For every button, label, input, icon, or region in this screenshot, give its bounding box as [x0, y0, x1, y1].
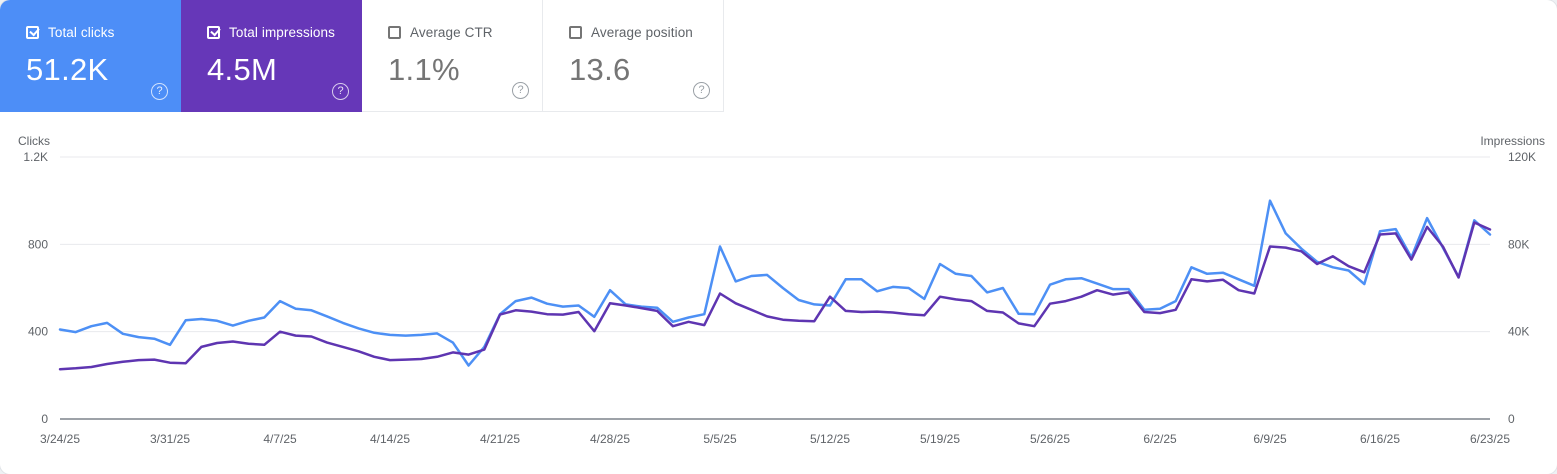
total-impressions-value: 4.5M	[207, 52, 278, 87]
card-total-clicks[interactable]: Total clicks 51.2K ?	[0, 0, 181, 112]
x-axis-date-label: 5/12/25	[810, 432, 850, 446]
right-axis-title: Impressions	[1480, 134, 1545, 148]
x-axis-date-label: 4/21/25	[480, 432, 520, 446]
card-total-impressions[interactable]: Total impressions 4.5M ?	[181, 0, 362, 112]
card-total-clicks-head: Total clicks	[26, 25, 181, 40]
x-axis-date-label: 4/28/25	[590, 432, 630, 446]
right-axis-tick-label: 120K	[1508, 150, 1536, 164]
total-clicks-label: Total clicks	[48, 25, 115, 40]
x-axis-date-label: 5/5/25	[703, 432, 737, 446]
average-ctr-checkbox[interactable]	[388, 26, 401, 39]
x-axis-date-label: 4/14/25	[370, 432, 410, 446]
help-icon[interactable]: ?	[693, 82, 710, 99]
performance-chart[interactable]: Clicks Impressions 1.2K 120K 800 80K 400 40K 0 0 3…	[0, 112, 1557, 474]
x-axis-date-label: 4/7/25	[263, 432, 297, 446]
card-average-ctr[interactable]: Average CTR 1.1% ?	[362, 0, 543, 112]
left-axis-title: Clicks	[18, 134, 50, 148]
right-axis-tick-label: 0	[1508, 412, 1515, 426]
series-line-total-impressions	[58, 221, 1492, 371]
card-total-impressions-head: Total impressions	[207, 25, 362, 40]
right-axis-tick-label: 80K	[1508, 237, 1529, 251]
average-ctr-label: Average CTR	[410, 25, 493, 40]
total-impressions-checkbox[interactable]	[207, 26, 220, 39]
x-axis-date-label: 6/2/25	[1143, 432, 1177, 446]
left-axis-tick-label: 0	[41, 412, 48, 426]
x-axis-date-label: 6/16/25	[1360, 432, 1400, 446]
average-ctr-value: 1.1%	[388, 52, 460, 87]
left-axis-tick-label: 400	[28, 325, 48, 339]
total-clicks-checkbox[interactable]	[26, 26, 39, 39]
x-axis-date-label: 6/9/25	[1253, 432, 1287, 446]
right-axis-tick-label: 40K	[1508, 325, 1529, 339]
help-icon[interactable]: ?	[151, 83, 168, 100]
metric-cards-row: Total clicks 51.2K ? Total impressions 4…	[0, 0, 1557, 112]
clicks-impressions-line-chart[interactable]: Clicks Impressions 1.2K 120K 800 80K 400 40K 0 0 3…	[0, 112, 1557, 474]
x-axis-date-label: 3/31/25	[150, 432, 190, 446]
x-axis-date-label: 3/24/25	[40, 432, 80, 446]
help-icon[interactable]: ?	[332, 83, 349, 100]
x-axis-date-label: 6/23/25	[1470, 432, 1510, 446]
card-average-position[interactable]: Average position 13.6 ?	[543, 0, 724, 112]
x-axis-date-label: 5/19/25	[920, 432, 960, 446]
x-axis-date-label: 5/26/25	[1030, 432, 1070, 446]
total-impressions-label: Total impressions	[229, 25, 335, 40]
left-axis-tick-label: 800	[28, 237, 48, 251]
average-position-value: 13.6	[569, 52, 631, 87]
help-icon[interactable]: ?	[512, 82, 529, 99]
series-line-total-clicks	[58, 199, 1492, 367]
card-average-ctr-head: Average CTR	[388, 25, 542, 40]
total-clicks-value: 51.2K	[26, 52, 109, 87]
left-axis-tick-label: 1.2K	[23, 150, 48, 164]
average-position-checkbox[interactable]	[569, 26, 582, 39]
average-position-label: Average position	[591, 25, 693, 40]
card-average-position-head: Average position	[569, 25, 723, 40]
